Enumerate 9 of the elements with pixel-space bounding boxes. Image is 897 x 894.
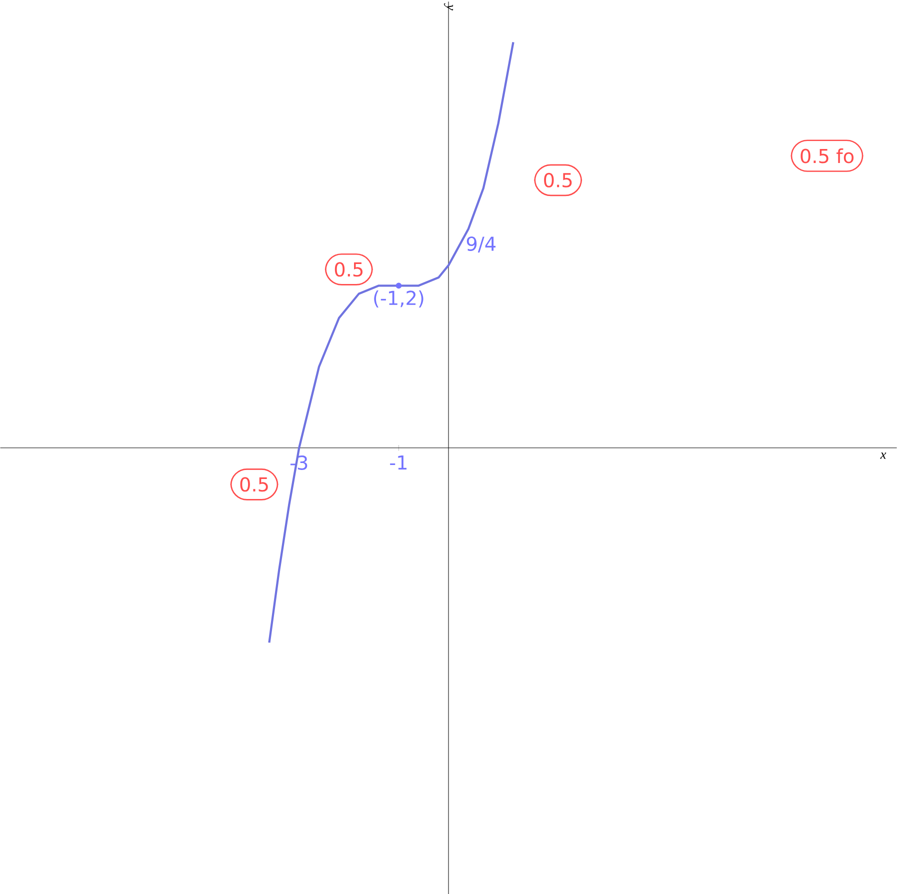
annotation: 0.5	[334, 262, 362, 276]
y-axis-title: y	[444, 3, 454, 10]
x-tick-label: -1	[390, 455, 406, 470]
annotation: 0.5	[544, 172, 572, 188]
annotation: 9/4	[466, 236, 496, 252]
annotation: 0.5	[240, 476, 268, 492]
annotation: (-1,2)	[374, 290, 424, 308]
x-axis-title: x	[880, 452, 886, 459]
annotation: 0.5 fo	[800, 148, 854, 164]
